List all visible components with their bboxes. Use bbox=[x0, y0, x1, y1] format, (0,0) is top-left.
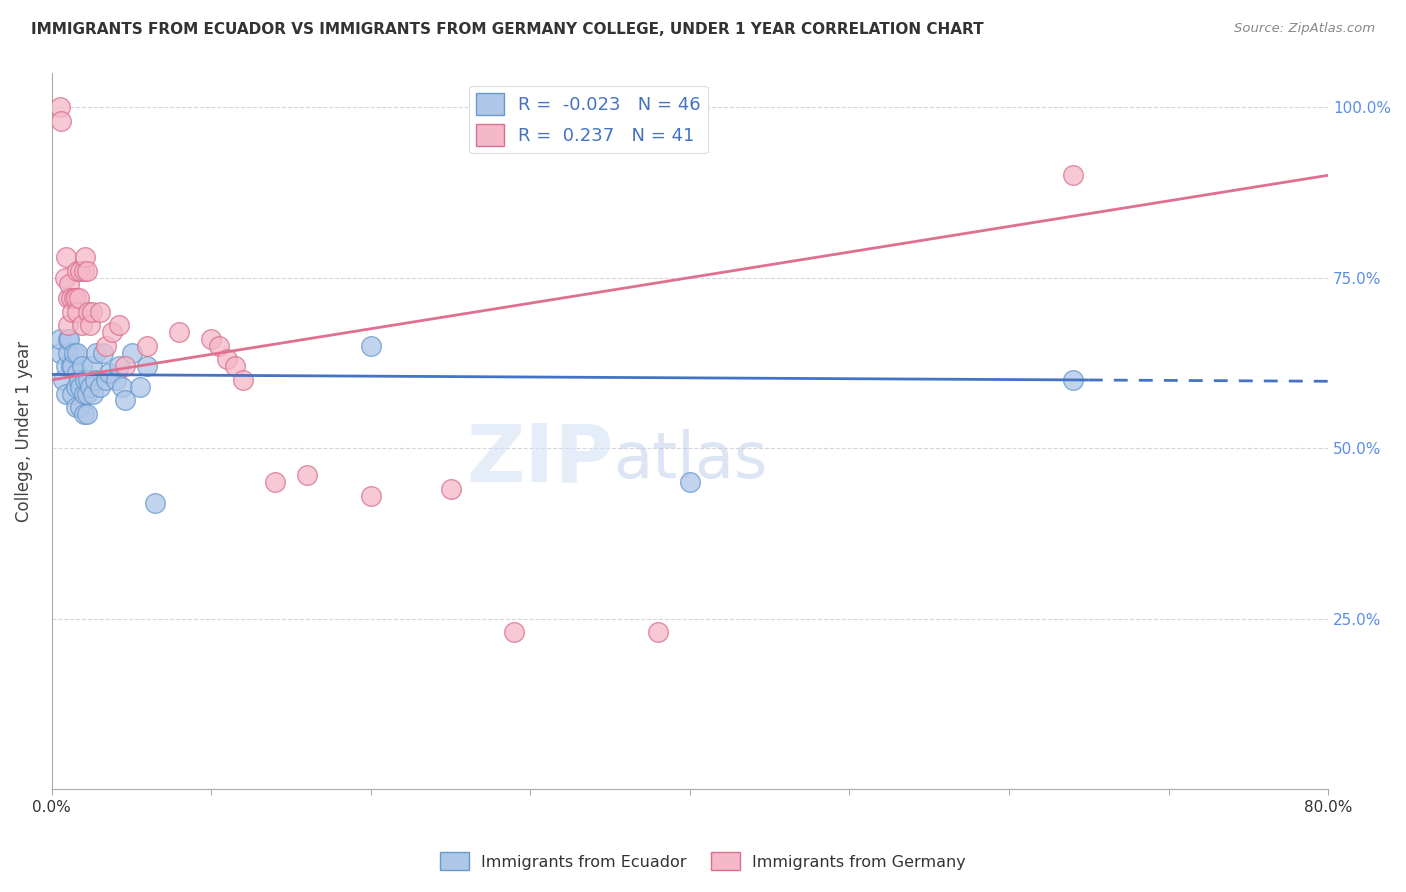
Point bbox=[55, 250, 77, 264]
Point bbox=[62, 304, 84, 318]
Point bbox=[76, 407, 98, 421]
Point bbox=[114, 393, 136, 408]
Point bbox=[136, 359, 159, 374]
Point bbox=[200, 332, 222, 346]
Point bbox=[75, 250, 97, 264]
Point bbox=[69, 264, 91, 278]
Point bbox=[145, 496, 167, 510]
Point bbox=[66, 366, 89, 380]
Point bbox=[65, 291, 87, 305]
Point bbox=[89, 380, 111, 394]
Point bbox=[79, 318, 101, 333]
Point bbox=[121, 345, 143, 359]
Point bbox=[73, 386, 96, 401]
Point bbox=[89, 304, 111, 318]
Text: atlas: atlas bbox=[613, 429, 768, 491]
Point bbox=[79, 380, 101, 394]
Point bbox=[67, 291, 90, 305]
Point bbox=[1062, 373, 1084, 387]
Point bbox=[217, 352, 239, 367]
Point bbox=[208, 339, 231, 353]
Point bbox=[76, 264, 98, 278]
Point bbox=[59, 291, 82, 305]
Point bbox=[73, 264, 96, 278]
Point bbox=[56, 291, 79, 305]
Point bbox=[104, 373, 127, 387]
Point bbox=[111, 380, 134, 394]
Point bbox=[107, 318, 129, 333]
Y-axis label: College, Under 1 year: College, Under 1 year bbox=[15, 341, 32, 522]
Point bbox=[264, 475, 287, 490]
Point bbox=[91, 345, 114, 359]
Point bbox=[80, 359, 103, 374]
Point bbox=[503, 625, 526, 640]
Point bbox=[55, 359, 77, 374]
Point bbox=[51, 113, 73, 128]
Text: ZIP: ZIP bbox=[467, 421, 613, 499]
Point bbox=[101, 325, 124, 339]
Point bbox=[55, 386, 77, 401]
Point bbox=[136, 339, 159, 353]
Point bbox=[48, 332, 70, 346]
Point bbox=[98, 366, 121, 380]
Point bbox=[232, 373, 254, 387]
Point bbox=[76, 386, 98, 401]
Point bbox=[73, 407, 96, 421]
Point bbox=[128, 380, 150, 394]
Point bbox=[65, 400, 87, 414]
Legend: R =  -0.023   N = 46, R =  0.237   N = 41: R = -0.023 N = 46, R = 0.237 N = 41 bbox=[470, 86, 707, 153]
Point bbox=[65, 380, 87, 394]
Point bbox=[48, 345, 70, 359]
Point bbox=[63, 345, 86, 359]
Point bbox=[295, 468, 318, 483]
Point bbox=[48, 100, 70, 114]
Point bbox=[70, 359, 93, 374]
Point bbox=[439, 482, 461, 496]
Point bbox=[62, 386, 84, 401]
Legend: Immigrants from Ecuador, Immigrants from Germany: Immigrants from Ecuador, Immigrants from… bbox=[433, 846, 973, 877]
Point bbox=[647, 625, 669, 640]
Point bbox=[63, 291, 86, 305]
Point bbox=[86, 345, 108, 359]
Point bbox=[59, 359, 82, 374]
Point bbox=[69, 380, 91, 394]
Point bbox=[114, 359, 136, 374]
Point bbox=[69, 400, 91, 414]
Point bbox=[56, 318, 79, 333]
Point bbox=[66, 345, 89, 359]
Point bbox=[75, 373, 97, 387]
Point bbox=[53, 270, 76, 285]
Point bbox=[77, 304, 100, 318]
Point bbox=[1062, 169, 1084, 183]
Text: Source: ZipAtlas.com: Source: ZipAtlas.com bbox=[1234, 22, 1375, 36]
Point bbox=[80, 304, 103, 318]
Point bbox=[56, 332, 79, 346]
Point bbox=[58, 277, 80, 292]
Point bbox=[70, 318, 93, 333]
Point bbox=[360, 339, 382, 353]
Text: IMMIGRANTS FROM ECUADOR VS IMMIGRANTS FROM GERMANY COLLEGE, UNDER 1 YEAR CORRELA: IMMIGRANTS FROM ECUADOR VS IMMIGRANTS FR… bbox=[31, 22, 984, 37]
Point bbox=[52, 373, 75, 387]
Point bbox=[94, 373, 117, 387]
Point bbox=[66, 264, 89, 278]
Point bbox=[67, 373, 90, 387]
Point bbox=[66, 304, 89, 318]
Point bbox=[94, 339, 117, 353]
Point bbox=[56, 345, 79, 359]
Point bbox=[58, 332, 80, 346]
Point bbox=[83, 373, 105, 387]
Point bbox=[169, 325, 191, 339]
Point bbox=[77, 373, 100, 387]
Point bbox=[62, 359, 84, 374]
Point bbox=[107, 359, 129, 374]
Point bbox=[679, 475, 702, 490]
Point bbox=[360, 489, 382, 503]
Point bbox=[82, 386, 104, 401]
Point bbox=[224, 359, 246, 374]
